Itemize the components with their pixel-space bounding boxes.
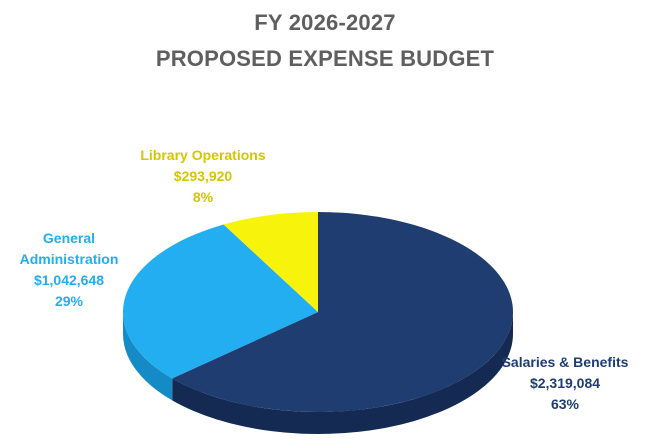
label-library-operations-percent: 8%: [192, 189, 214, 205]
label-salaries-benefits-percent: 63%: [550, 396, 580, 412]
label-salaries-benefits-value: $2,319,084: [529, 375, 601, 391]
slice-side-general-administration: [123, 312, 173, 401]
label-salaries-benefits-name: Salaries & Benefits: [501, 354, 629, 370]
slice-general-administration: [122, 224, 318, 379]
label-salaries-benefits: Salaries & Benefits $2,319,084 63%: [490, 352, 640, 415]
slice-salaries-benefits: [172, 212, 513, 412]
chart-subtitle: PROPOSED EXPENSE BUDGET: [155, 46, 495, 71]
label-general-administration-value: $1,042,648: [33, 272, 105, 288]
slice-side-salaries-benefits: [172, 312, 513, 434]
label-library-operations: Library Operations $293,920 8%: [118, 145, 288, 208]
label-general-administration: General Administration $1,042,648 29%: [6, 228, 132, 312]
label-library-operations-value: $293,920: [173, 168, 233, 184]
label-general-administration-name-line1: General: [42, 230, 96, 246]
chart-title: FY 2026-2027: [254, 10, 396, 35]
slice-library-operations: [223, 212, 318, 312]
label-library-operations-name: Library Operations: [140, 147, 266, 163]
label-general-administration-name-line2: Administration: [19, 251, 119, 267]
label-general-administration-percent: 29%: [54, 293, 84, 309]
